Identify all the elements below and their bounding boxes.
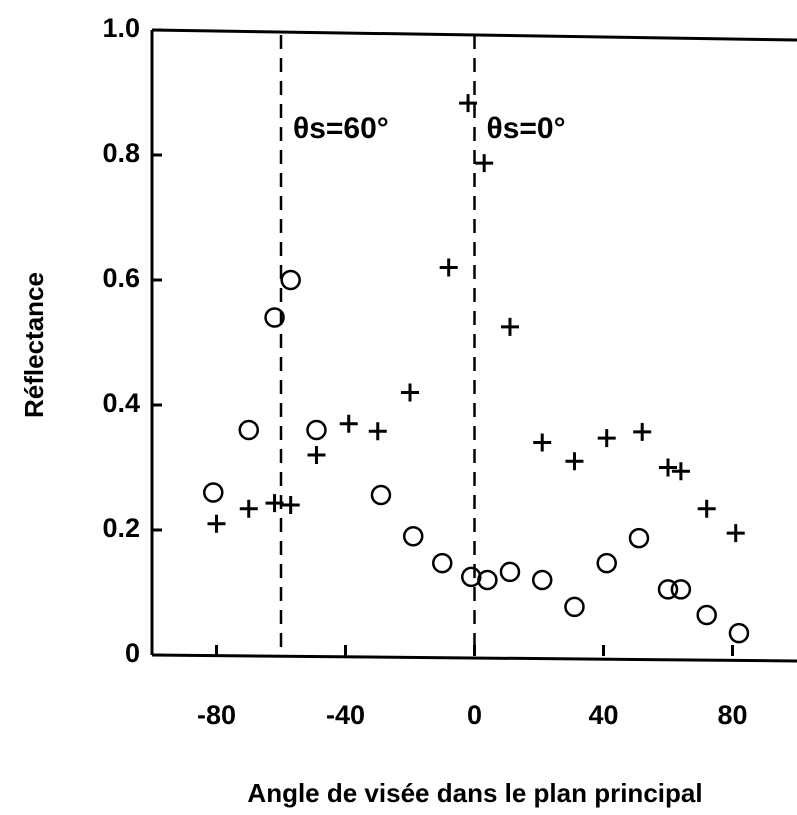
y-tick-label: 1.0 xyxy=(102,13,140,43)
marker xyxy=(339,414,358,433)
marker xyxy=(697,499,716,518)
marker xyxy=(533,433,552,452)
x-tick-label: -40 xyxy=(326,700,365,730)
x-tick-label: -80 xyxy=(197,700,236,730)
marker xyxy=(500,317,519,336)
marker xyxy=(368,422,387,441)
marker xyxy=(281,496,300,514)
marker xyxy=(307,446,326,464)
marker xyxy=(531,569,553,591)
y-tick-label: 0.6 xyxy=(102,263,140,293)
marker xyxy=(597,429,616,448)
marker xyxy=(728,622,750,644)
marker xyxy=(280,269,301,291)
marker xyxy=(475,154,494,173)
marker xyxy=(477,569,498,591)
marker xyxy=(264,307,285,328)
marker xyxy=(401,383,419,402)
y-tick-label: 0.8 xyxy=(102,138,140,168)
axis-bottom xyxy=(151,653,797,663)
marker xyxy=(499,561,521,583)
marker xyxy=(370,484,392,506)
marker xyxy=(461,566,482,588)
x-tick-label: 80 xyxy=(717,700,747,730)
marker xyxy=(238,419,259,441)
marker xyxy=(203,482,224,503)
marker xyxy=(726,524,745,543)
x-axis-label: Angle de visée dans le plan principal xyxy=(247,778,702,808)
marker xyxy=(565,452,584,471)
y-axis-label: Réflectance xyxy=(19,272,49,418)
marker xyxy=(439,258,458,277)
x-tick-label: 0 xyxy=(467,700,482,730)
y-tick-label: 0 xyxy=(125,638,140,668)
annotation: θs=0° xyxy=(487,112,566,145)
marker xyxy=(671,462,690,481)
annotation: θs=60° xyxy=(293,112,389,145)
marker xyxy=(207,514,226,533)
marker xyxy=(596,552,617,574)
marker xyxy=(628,527,650,549)
marker xyxy=(402,526,424,547)
marker xyxy=(459,94,478,113)
marker xyxy=(432,552,453,574)
marker xyxy=(633,422,652,441)
marker xyxy=(696,604,717,626)
marker xyxy=(670,579,692,600)
marker xyxy=(564,596,585,618)
y-tick-label: 0.2 xyxy=(102,513,140,543)
marker xyxy=(239,499,258,518)
marker xyxy=(306,419,327,441)
marker xyxy=(659,458,677,477)
marker xyxy=(657,579,679,600)
y-tick-label: 0.4 xyxy=(102,388,140,418)
x-tick-label: 40 xyxy=(588,700,618,730)
marker xyxy=(265,494,284,513)
